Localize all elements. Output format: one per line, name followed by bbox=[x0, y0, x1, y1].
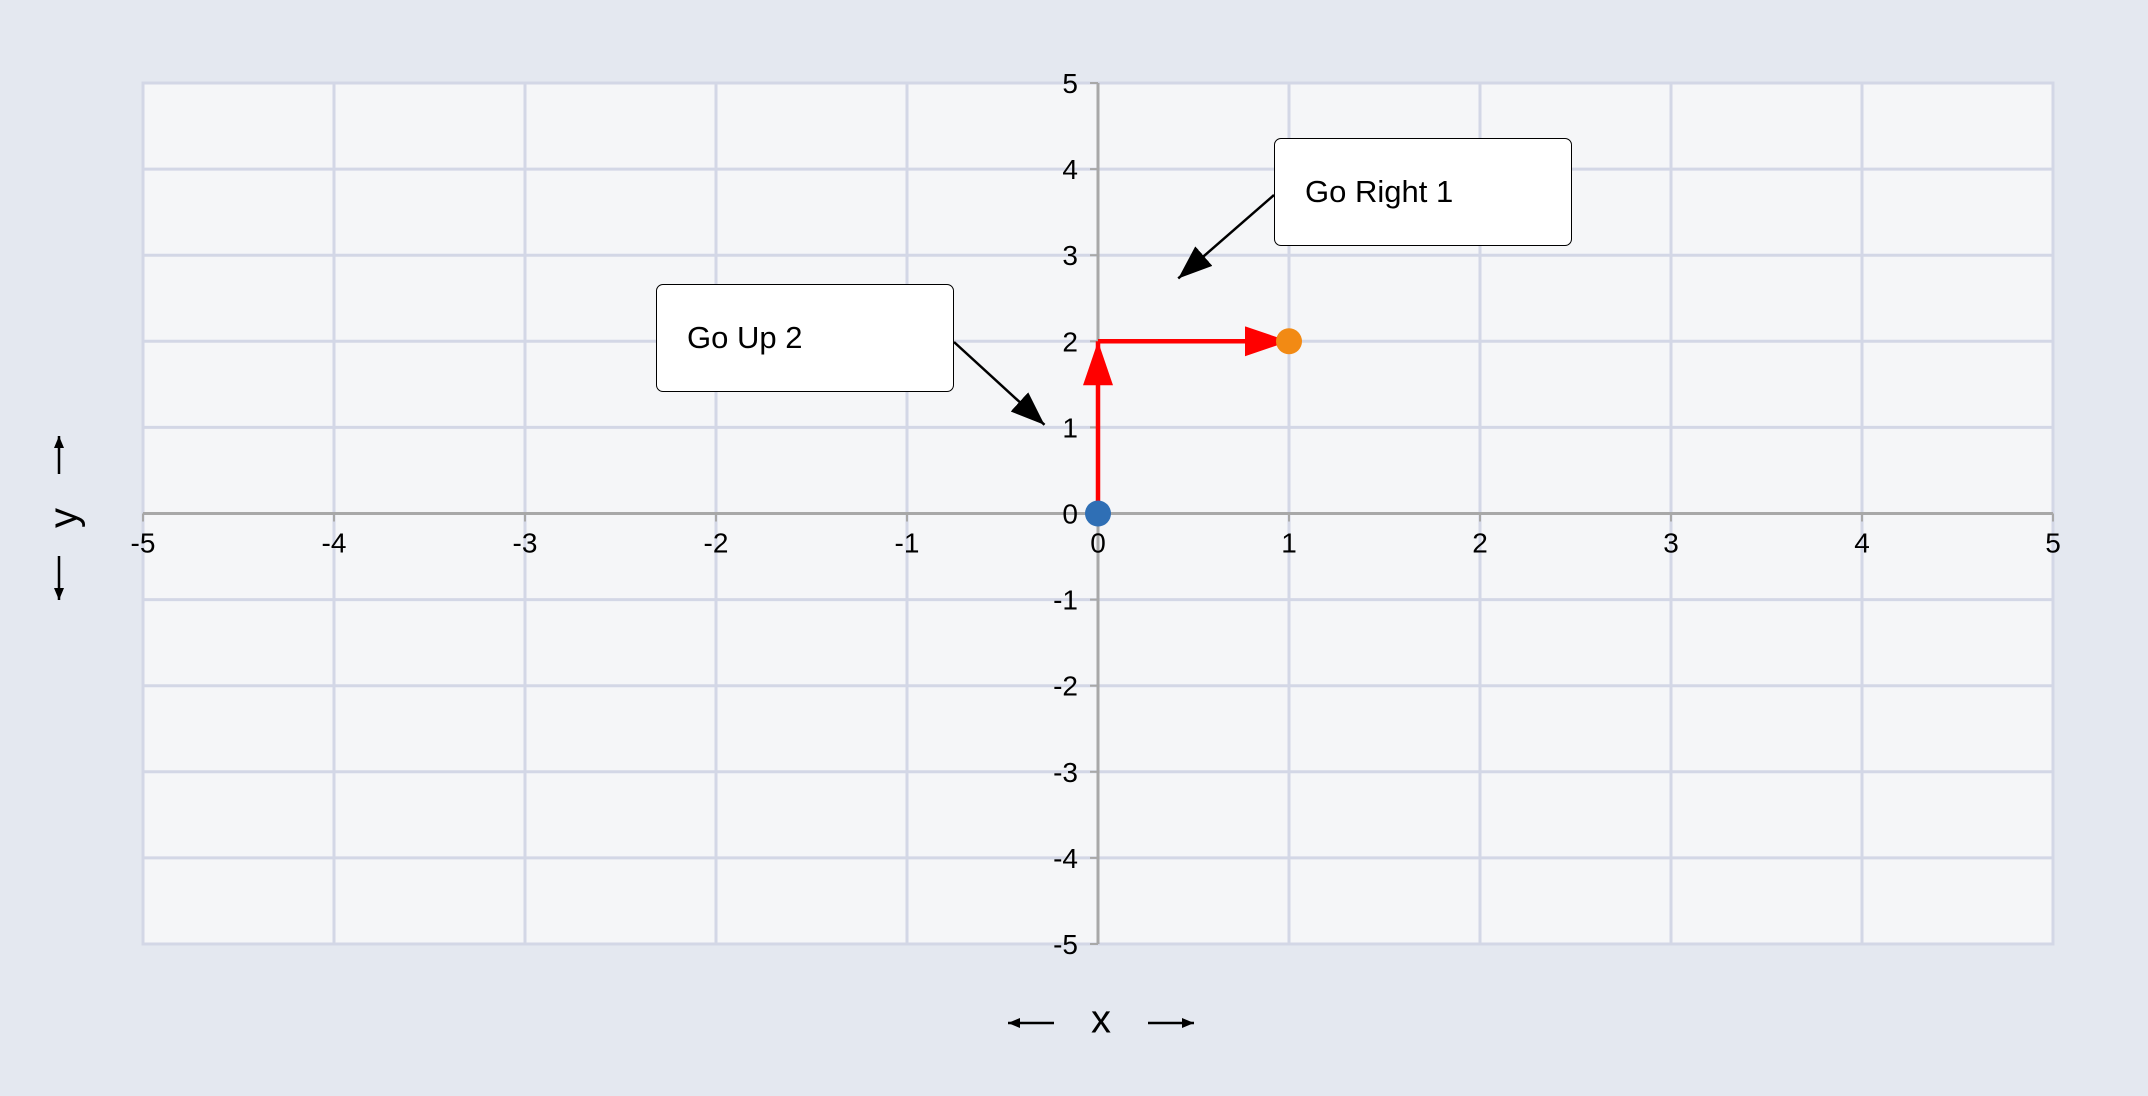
y-tick-label: -2 bbox=[1053, 671, 1078, 702]
y-tick-label: 2 bbox=[1062, 326, 1078, 357]
x-tick-label: 2 bbox=[1472, 528, 1488, 559]
annotation-go-up-text: Go Up 2 bbox=[687, 320, 803, 355]
x-tick-label: 3 bbox=[1663, 528, 1679, 559]
y-axis-title: y bbox=[42, 436, 86, 600]
x-tick-label: 5 bbox=[2045, 528, 2061, 559]
y-tick-label: -4 bbox=[1053, 843, 1078, 874]
y-tick-label: 0 bbox=[1062, 499, 1078, 530]
y-axis-label: y bbox=[42, 508, 86, 528]
x-tick-label: 0 bbox=[1090, 528, 1106, 559]
annotation-go-up: Go Up 2 bbox=[656, 284, 954, 392]
path-arrows bbox=[1083, 326, 1289, 514]
end-point bbox=[1276, 328, 1302, 355]
y-tick-label: 4 bbox=[1062, 154, 1078, 185]
annotation-leaders bbox=[953, 194, 1275, 426]
annotation-leader bbox=[1177, 194, 1275, 280]
x-tick-label: -1 bbox=[895, 528, 920, 559]
y-tick-label: -5 bbox=[1053, 929, 1078, 960]
x-tick-label: 1 bbox=[1281, 528, 1297, 559]
annotation-leader bbox=[953, 341, 1046, 426]
tick-labels: -5 -4 -3 -2 -1 0 1 2 3 4 5 -5 -4 -3 -2 -1 0 1 2 3 4 5 bbox=[131, 68, 2061, 960]
x-tick-label: -2 bbox=[704, 528, 729, 559]
x-axis-label: x bbox=[1091, 998, 1111, 1042]
x-tick-label: 4 bbox=[1854, 528, 1870, 559]
y-tick-label: -3 bbox=[1053, 757, 1078, 788]
annotation-go-right: Go Right 1 bbox=[1274, 138, 1572, 246]
x-tick-label: -5 bbox=[131, 528, 156, 559]
x-axis-title: x bbox=[1008, 998, 1194, 1042]
annotation-go-right-text: Go Right 1 bbox=[1305, 174, 1454, 209]
y-tick-label: 5 bbox=[1062, 68, 1078, 99]
x-tick-label: -4 bbox=[322, 528, 347, 559]
y-tick-label: -1 bbox=[1053, 585, 1078, 616]
x-tick-label: -3 bbox=[513, 528, 538, 559]
points bbox=[1085, 328, 1302, 527]
start-point bbox=[1085, 500, 1111, 527]
y-tick-label: 3 bbox=[1062, 240, 1078, 271]
y-tick-label: 1 bbox=[1062, 412, 1078, 443]
